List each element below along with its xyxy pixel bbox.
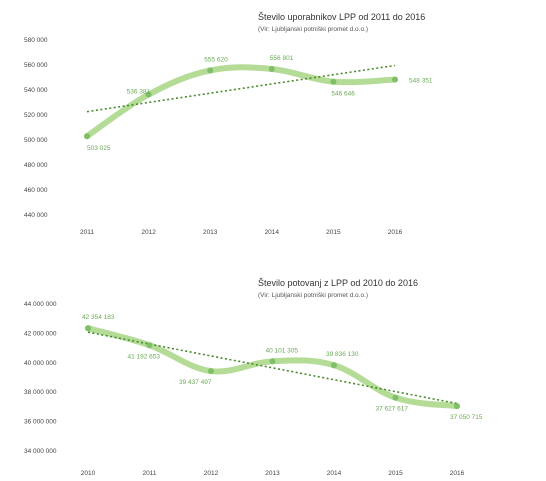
y-tick-label: 460 000 (24, 187, 48, 194)
series-line (85, 325, 460, 410)
x-tick-label: 2015 (388, 470, 403, 477)
data-point (330, 78, 337, 85)
chart-trips: Število potovanj z LPP od 2010 do 2016 (… (24, 278, 483, 477)
y-tick-label: 40 000 000 (24, 360, 57, 367)
data-point (392, 394, 399, 401)
data-point (331, 362, 337, 369)
data-point (208, 368, 214, 375)
data-label: 39 836 130 (326, 351, 359, 358)
data-point (392, 76, 398, 83)
x-tick-label: 2015 (326, 229, 341, 236)
data-point (454, 403, 460, 410)
x-tick-label: 2016 (388, 229, 403, 236)
chart-subtitle: (Vir: Ljubljanski potniški promet d.o.o.… (258, 292, 368, 299)
chart-title: Število uporabnikov LPP od 2011 do 2016 (258, 12, 425, 22)
data-label: 503 025 (87, 145, 111, 152)
series-line (84, 64, 398, 140)
data-point (146, 342, 153, 349)
x-tick-label: 2010 (81, 470, 96, 477)
x-tick-label: 2014 (327, 470, 342, 477)
y-tick-label: 580 000 (24, 37, 48, 44)
data-label: 40 101 305 (266, 347, 299, 354)
data-point (207, 67, 214, 74)
data-point (268, 65, 275, 72)
chart-users: Število uporabnikov LPP od 2011 do 2016 … (24, 12, 433, 236)
y-tick-label: 36 000 000 (24, 419, 57, 426)
y-tick-label: 42 000 000 (24, 330, 57, 337)
y-tick-label: 44 000 000 (24, 301, 57, 308)
data-label: 536 381 (127, 89, 151, 96)
data-label: 37 627 617 (376, 406, 409, 413)
data-label: 546 646 (331, 91, 355, 98)
data-point (84, 133, 90, 140)
data-point (145, 91, 152, 98)
data-label: 37 050 715 (450, 414, 483, 421)
data-point (85, 325, 91, 332)
chart-title: Število potovanj z LPP od 2010 do 2016 (258, 278, 418, 288)
y-tick-label: 480 000 (24, 162, 48, 169)
x-tick-label: 2014 (265, 229, 280, 236)
data-label: 555 620 (204, 56, 228, 63)
data-label: 39 437 497 (179, 379, 212, 386)
data-label: 556 801 (270, 55, 294, 62)
x-tick-label: 2012 (204, 470, 219, 477)
y-tick-label: 34 000 000 (24, 448, 57, 455)
x-tick-label: 2013 (203, 229, 218, 236)
x-tick-label: 2013 (265, 470, 280, 477)
chart-subtitle: (Vir: Ljubljanski potniški promet d.o.o.… (258, 26, 368, 33)
data-label: 548 351 (409, 78, 433, 85)
data-label: 42 354 183 (82, 314, 115, 321)
y-tick-label: 38 000 000 (24, 389, 57, 396)
x-tick-label: 2012 (141, 229, 156, 236)
y-tick-label: 540 000 (24, 87, 48, 94)
x-tick-label: 2011 (143, 470, 157, 477)
y-tick-label: 500 000 (24, 137, 48, 144)
x-tick-label: 2016 (450, 470, 465, 477)
data-label: 41 192 653 (128, 353, 161, 360)
y-tick-label: 440 000 (24, 212, 48, 219)
y-tick-label: 560 000 (24, 62, 48, 69)
x-tick-label: 2011 (80, 229, 94, 236)
data-point (269, 358, 276, 365)
y-tick-label: 520 000 (24, 112, 48, 119)
